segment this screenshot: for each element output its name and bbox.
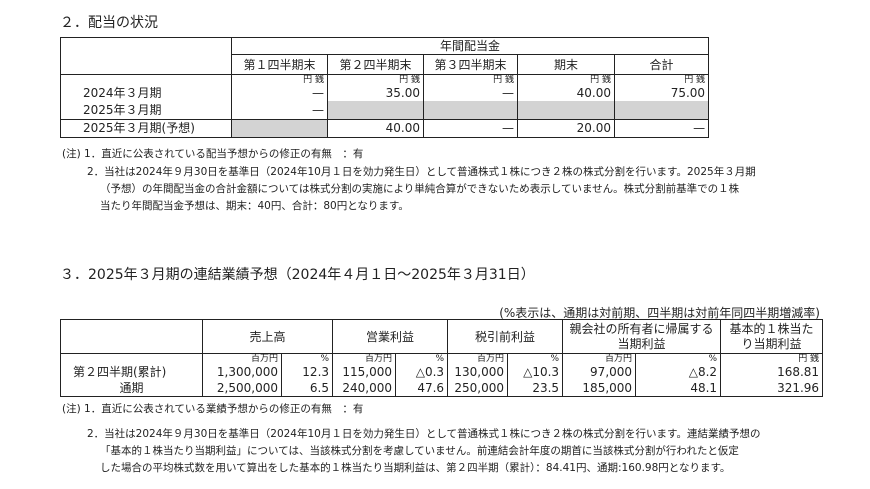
- cell: 20.00: [517, 118, 615, 138]
- header-eps: 基本的１株当たり当期利益: [720, 319, 824, 354]
- unit-label: 百万円: [605, 354, 633, 364]
- cell: —: [231, 101, 328, 120]
- cell: 12.3: [302, 365, 330, 379]
- header-annual-dividend: 年間配当金: [230, 37, 710, 55]
- dividend-note-2-cont: （予想）の年間配当金の合計金額については株式分割の実施により単純合算ができないた…: [100, 183, 740, 195]
- table-row: 2025年３月期(予想) 40.00 — 20.00 —: [60, 118, 710, 138]
- header-year-end: 期末: [517, 54, 615, 75]
- cell: [231, 118, 328, 138]
- header-operating-profit: 営業利益: [332, 319, 449, 354]
- cell: 115,000: [342, 365, 393, 379]
- cell: [327, 101, 424, 120]
- cell: 35.00: [385, 86, 420, 100]
- unit-label: 円 銭: [399, 75, 420, 85]
- cell: 6.5: [280, 380, 334, 397]
- percentage-note: (%表示は、通期は対前期、四半期は対前年同四半期増減率): [499, 306, 820, 320]
- dividend-table: 年間配当金 第１四半期末 第２四半期末 第３四半期末 期末 合計 2024年３月…: [60, 37, 710, 138]
- header-q3: 第３四半期末: [423, 54, 518, 75]
- dividend-note-1: (注) 1．直近に公表されている配当予想からの修正の有無 ：有: [62, 148, 364, 160]
- table-row: 通期 2,500,000 6.5 240,000 47.6 250,000 23…: [60, 380, 824, 397]
- dividend-note-2-cont: 当たり年間配当金予想は、期末：40円、合計：80円となります。: [100, 200, 409, 212]
- unit-label: 百万円: [477, 354, 505, 364]
- cell: 240,000: [332, 380, 397, 397]
- unit-label: 円 銭: [493, 75, 514, 85]
- cell: —: [502, 86, 514, 100]
- cell: △10.3: [523, 365, 560, 379]
- header-pretax-profit: 税引前利益: [447, 319, 564, 354]
- table-row: 2024年３月期 円 銭 — 円 銭 35.00 円 銭 — 円 銭 40.00 円 銭…: [60, 74, 710, 101]
- row-label: 2025年３月期(予想): [60, 118, 232, 138]
- cell: 40.00: [576, 86, 611, 100]
- forecast-note-1: (注) 1．直近に公表されている業績予想からの修正の有無 ：有: [62, 403, 364, 415]
- cell: [613, 101, 710, 120]
- cell: 23.5: [507, 380, 564, 397]
- unit-label: 百万円: [365, 354, 393, 364]
- cell: —: [312, 86, 324, 100]
- forecast-table: 売上高 営業利益 税引前利益 親会社の所有者に帰属する当期利益 基本的１株当たり…: [60, 319, 824, 397]
- header-revenue: 売上高: [201, 319, 334, 354]
- cell: 48.1: [635, 380, 722, 397]
- cell: 40.00: [327, 118, 424, 138]
- forecast-section-title: ３．2025年３月期の連結業績予想（2024年４月１日～2025年３月31日）: [60, 267, 535, 283]
- unit-label: 円 銭: [590, 75, 611, 85]
- cell: 47.6: [395, 380, 449, 397]
- row-label: 2025年３月期: [60, 101, 232, 120]
- header-blank: [60, 319, 203, 354]
- cell: △0.3: [415, 365, 445, 379]
- forecast-note-2-cont: した場合の平均株式数を用いて算出をした基本的１株当たり当期利益は、第２四半期（累…: [100, 462, 731, 474]
- forecast-note-2-cont: 「基本的１株当たり当期利益」については、当該株式分割を考慮していません。前連結会…: [100, 445, 739, 457]
- row-label: 通期: [60, 380, 203, 397]
- row-label: 第２四半期(累計): [60, 353, 203, 380]
- header-total: 合計: [613, 54, 710, 75]
- cell: —: [613, 118, 710, 138]
- unit-label: %: [320, 354, 330, 364]
- table-row: 第２四半期(累計) 百万円 1,300,000 % 12.3 百万円 115,000 …: [60, 353, 824, 380]
- header-q2: 第２四半期末: [327, 54, 424, 75]
- unit-label: %: [435, 354, 445, 364]
- unit-label: 百万円: [250, 354, 278, 364]
- dividend-section-title: ２．配当の状況: [60, 15, 158, 31]
- cell: 130,000: [454, 365, 505, 379]
- cell: —: [423, 118, 518, 138]
- cell: △8.2: [688, 365, 718, 379]
- cell: 321.96: [720, 380, 824, 397]
- cell: 97,000: [590, 365, 633, 379]
- cell: 168.81: [777, 365, 820, 379]
- forecast-note-2: 2．当社は2024年９月30日を基準日（2024年10月１日を効力発生日）として…: [87, 428, 761, 440]
- cell: [423, 101, 518, 120]
- header-q1: 第１四半期末: [231, 54, 328, 75]
- cell: 185,000: [562, 380, 637, 397]
- row-label: 2024年３月期: [60, 74, 232, 101]
- unit-label: 円 銭: [798, 354, 820, 364]
- cell: 2,500,000: [202, 380, 282, 397]
- unit-label: %: [550, 354, 560, 364]
- unit-label: 円 銭: [303, 75, 324, 85]
- header-blank: [60, 37, 232, 75]
- cell: 75.00: [670, 86, 706, 100]
- cell: 1,300,000: [216, 365, 278, 379]
- header-net-profit-owners: 親会社の所有者に帰属する当期利益: [562, 319, 722, 354]
- table-row: 2025年３月期 —: [60, 101, 710, 120]
- unit-label: 円 銭: [684, 75, 706, 85]
- cell: [517, 101, 615, 120]
- cell: 250,000: [447, 380, 509, 397]
- unit-label: %: [708, 354, 718, 364]
- dividend-note-2: 2．当社は2024年９月30日を基準日（2024年10月１日を効力発生日）として…: [87, 166, 756, 178]
